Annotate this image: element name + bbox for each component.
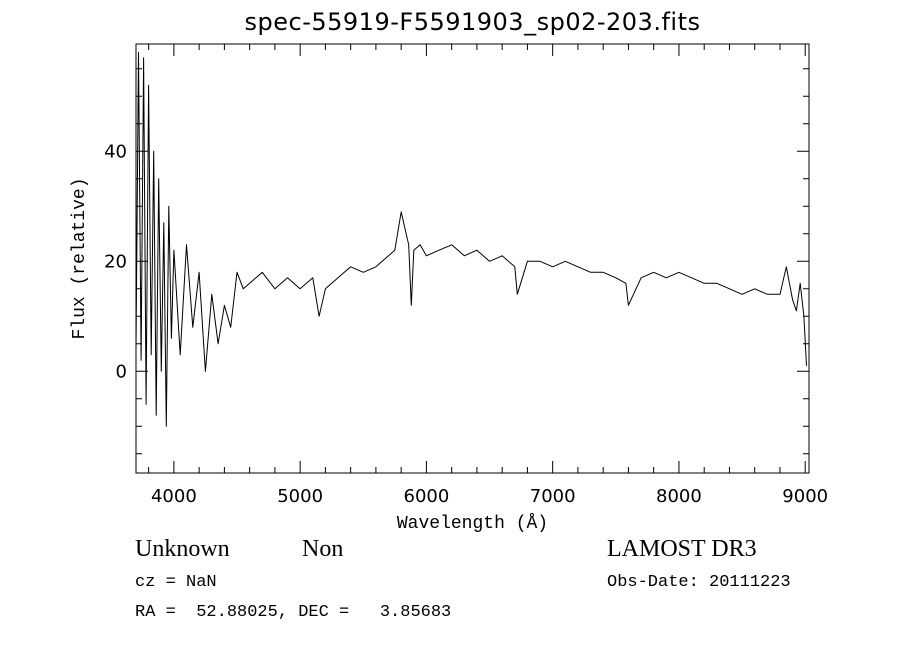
y-axis-label: Flux (relative) [70, 177, 90, 339]
x-tick-label: 6000 [404, 486, 450, 507]
x-tick-label: 9000 [782, 486, 828, 507]
spectrum-line [135, 51, 807, 427]
coordinates-label: RA = 52.88025, DEC = 3.85683 [135, 603, 452, 622]
x-tick-label: 5000 [277, 486, 323, 507]
x-axis-label: Wavelength (Å) [397, 513, 548, 534]
x-tick-label: 8000 [656, 486, 702, 507]
obs-date-label: Obs-Date: 20111223 [607, 573, 791, 592]
y-tick-label: 0 [116, 361, 127, 382]
survey-label: LAMOST DR3 [607, 536, 757, 562]
y-tick-label: 20 [104, 251, 127, 272]
object-class: Unknown [135, 536, 230, 562]
object-subclass: Non [302, 536, 344, 562]
plot-frame [135, 43, 810, 474]
redshift-label: cz = NaN [135, 573, 217, 592]
chart-title: spec-55919-F5591903_sp02-203.fits [244, 8, 701, 36]
x-tick-label: 4000 [151, 486, 197, 507]
x-tick-label: 7000 [530, 486, 576, 507]
y-tick-label: 40 [104, 141, 127, 162]
